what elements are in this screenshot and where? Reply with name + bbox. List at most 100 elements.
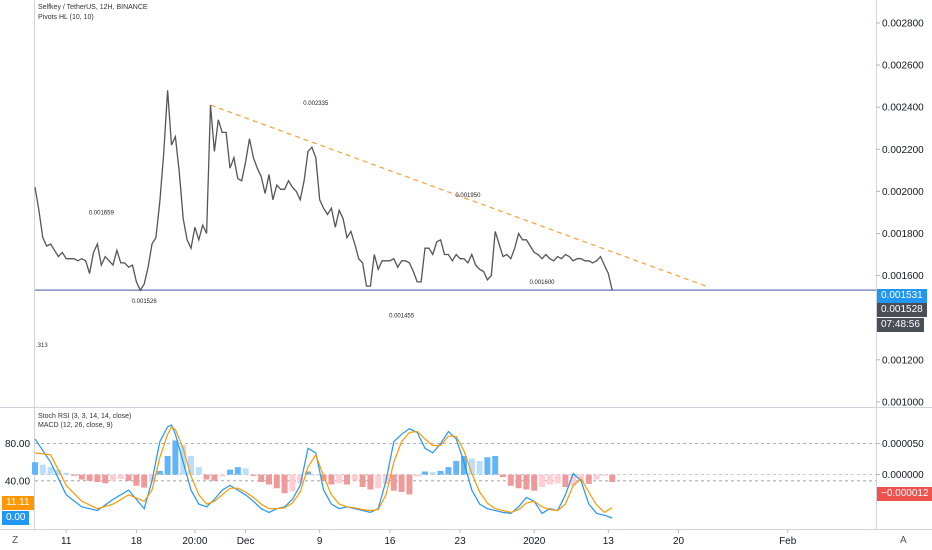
pivot-label: 0.001526 (132, 299, 158, 305)
macd-hist-bar (461, 456, 467, 475)
macd-hist-bar (47, 467, 54, 475)
stoch-d-tag: 0.00 (2, 511, 30, 525)
macd-value-tag: −0.000012 (877, 487, 932, 501)
macd-hist-bar (141, 474, 148, 488)
stoch-axis-label: 40.00 (5, 476, 30, 487)
macd-hist-bar (515, 474, 522, 489)
indicator-axis[interactable]: 80.00 40.00 0.000050 0.000000 (5, 439, 924, 487)
time-axis-label: 13 (603, 536, 615, 547)
macd-hist-bar (172, 440, 179, 475)
pivots-legend[interactable]: Pivots HL (10, 10) (38, 14, 94, 21)
macd-hist-bar (312, 474, 319, 476)
macd-hist-bar (437, 470, 444, 475)
pane-frames (0, 0, 932, 530)
macd-hist-bar (289, 474, 296, 492)
macd-hist-bar (32, 462, 38, 475)
macd-hist-bar (344, 474, 350, 485)
left-edge-label: .313 (36, 343, 48, 349)
macd-hist-bar (390, 474, 397, 491)
time-axis-label: 18 (131, 536, 143, 547)
price-axis-label: 0.002800 (882, 18, 924, 29)
macd-hist-bar (78, 474, 85, 480)
pivot-label: 0.002335 (303, 101, 329, 107)
macd-hist-bar (492, 456, 499, 475)
macd-hist-bar (585, 474, 592, 484)
macd-hist-bar (406, 474, 413, 495)
price-axis-label: 0.001600 (882, 271, 924, 282)
symbol-legend[interactable]: Selfkey / TetherUS, 12H, BINANCE (38, 4, 148, 11)
price-axis-label: 0.002600 (882, 61, 924, 72)
macd-hist-bar (500, 474, 506, 478)
macd-hist-bar (266, 474, 272, 485)
time-axis-label: 11 (61, 536, 72, 547)
trendline[interactable] (210, 104, 707, 287)
pivot-label: 0.001659 (89, 211, 115, 217)
stoch-d-line (34, 426, 613, 514)
macd-legend[interactable]: MACD (12, 26, close, 9) (38, 422, 113, 429)
time-axis-label: 16 (384, 536, 396, 547)
macd-hist-bar (507, 474, 514, 486)
time-axis-label: 9 (317, 536, 323, 547)
macd-hist-bar (359, 474, 366, 487)
macd-hist-bar (164, 456, 171, 475)
macd-hist-bar (320, 474, 327, 481)
price-axis[interactable]: 0.001000 0.001200 0.001600 0.001800 0.002000… (876, 18, 924, 408)
macd-hist-bar (195, 467, 202, 475)
macd-hist-bar (273, 474, 280, 489)
trendline-segment (210, 104, 707, 287)
pivot-label: 0.001600 (529, 280, 555, 286)
price-axis-label: 0.002400 (882, 103, 924, 114)
price-axis-label: 0.002000 (882, 187, 924, 198)
countdown-tag: 07:48:56 (877, 318, 924, 332)
macd-hist-bar (258, 474, 265, 483)
price-axis-label: 0.001800 (882, 229, 924, 240)
macd-hist-bar (211, 474, 218, 481)
stoch-axis-label: 80.00 (5, 439, 30, 450)
time-axis-label: 2020 (523, 536, 546, 547)
macd-hist-bar (234, 467, 241, 475)
macd-hist-bar (102, 474, 109, 484)
macd-hist-bar (539, 474, 545, 487)
macd-hist-bar (351, 474, 358, 481)
pivot-labels: 0.001659 0.001526 0.002335 0.001455 0.001950… (89, 101, 555, 320)
macd-hist-bar (125, 474, 132, 481)
macd-hist-bar (94, 474, 101, 483)
macd-hist-bar (117, 474, 124, 479)
stoch-rsi-lines (34, 424, 613, 519)
macd-hist-bar (219, 474, 226, 477)
macd-hist-bar (71, 474, 77, 476)
macd-hist-bar (422, 471, 428, 475)
macd-hist-bar (414, 474, 421, 477)
macd-hist-bar (86, 474, 93, 481)
macd-hist-bar (593, 474, 600, 480)
macd-hist-bar (133, 474, 140, 486)
macd-hist-bar (570, 474, 577, 486)
auto-scale-button[interactable]: A (900, 535, 907, 546)
macd-hist-bar (188, 456, 194, 475)
time-axis[interactable]: 11 18 20:00 Dec 9 16 23 2020 13 20 Feb (61, 530, 797, 547)
time-axis-label: 23 (455, 536, 467, 547)
macd-hist-bar (484, 457, 491, 475)
macd-hist-bar (55, 469, 62, 475)
macd-hist-bar (609, 474, 616, 483)
macd-hist-bar (367, 474, 374, 490)
price-axis-label: 0.002200 (882, 145, 924, 156)
macd-hist-bar (445, 467, 452, 475)
macd-axis-label: 0.000050 (882, 439, 924, 450)
stoch-rsi-legend[interactable]: Stoch RSI (3, 3, 14, 14, close) (38, 413, 132, 420)
time-axis-label: Dec (237, 536, 255, 547)
macd-hist-bar (398, 474, 405, 492)
macd-hist-bar (281, 474, 288, 494)
prev-price-tag: 0.001528 (877, 303, 927, 317)
macd-hist-bar (336, 474, 343, 484)
macd-hist-bar (429, 472, 436, 475)
macd-hist-bar (554, 474, 561, 484)
macd-hist-bar (578, 474, 584, 481)
time-axis-label: 20 (673, 536, 685, 547)
timezone-button[interactable]: Z (12, 535, 19, 546)
price-axis-label: 0.001200 (882, 355, 924, 366)
macd-hist-bar (531, 474, 538, 491)
macd-axis-label: 0.000000 (882, 470, 924, 481)
macd-hist-bar (476, 460, 483, 475)
